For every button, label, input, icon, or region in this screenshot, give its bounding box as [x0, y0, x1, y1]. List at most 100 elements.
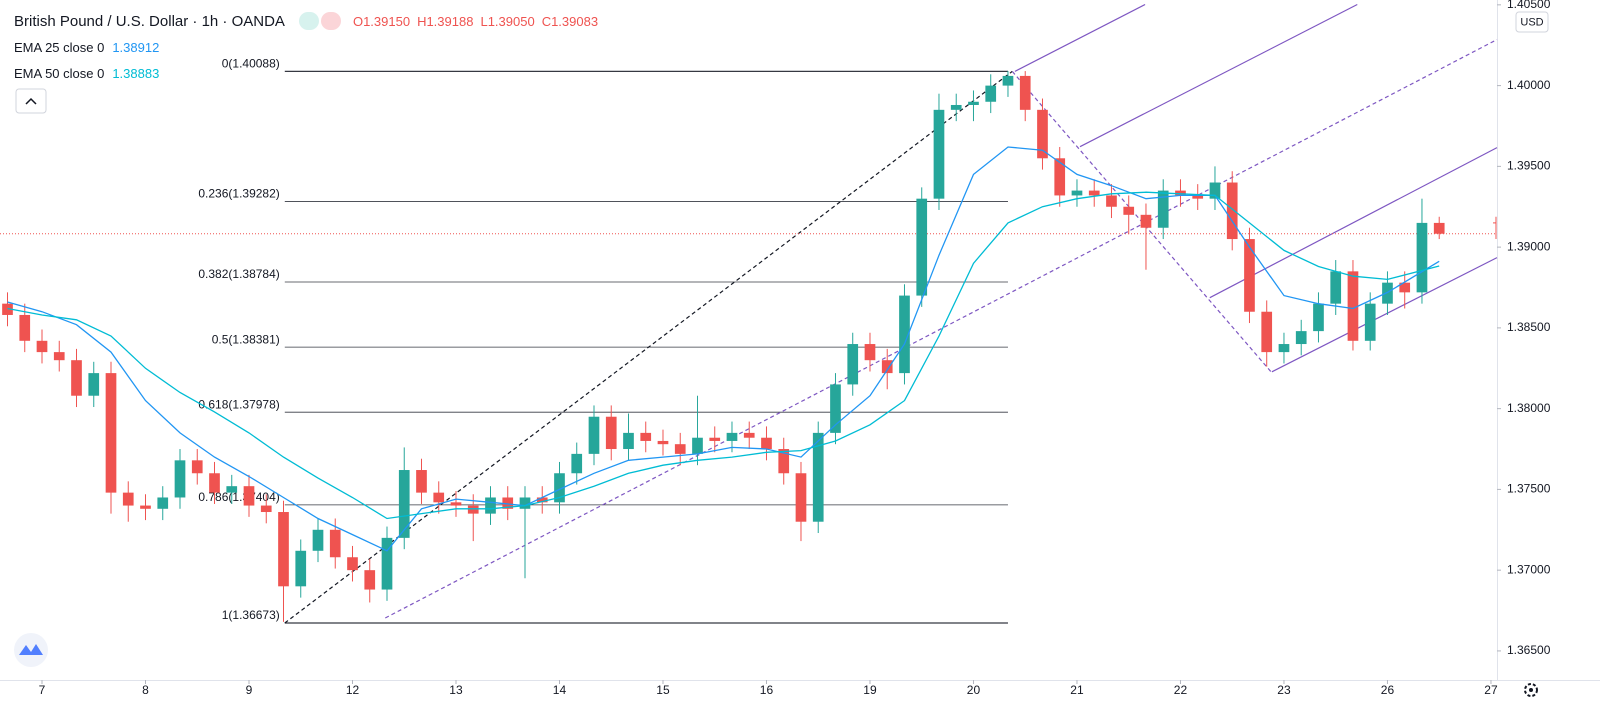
ema-value: 1.38912 — [112, 40, 160, 55]
logo-icon — [19, 644, 43, 655]
candle-body — [1140, 214, 1152, 228]
collapse-button[interactable] — [15, 88, 47, 114]
ohlc-quote: O1.39150 H1.39188 L1.39050 C1.39083 — [353, 14, 605, 29]
candle-body — [657, 440, 669, 445]
ema-legend: EMA 50 close 0 1.38883 — [14, 66, 159, 81]
candle-body — [88, 373, 100, 396]
quote-value: 1.39083 — [551, 13, 599, 29]
candle-body — [260, 505, 272, 513]
candle-body — [519, 497, 531, 509]
x-tick-label: 23 — [1277, 683, 1291, 697]
candle-body — [122, 492, 134, 506]
x-tick-label: 12 — [346, 683, 360, 697]
ema-line — [7, 146, 1440, 552]
candle-body — [71, 360, 82, 396]
status-pill[interactable] — [320, 12, 341, 30]
candle-body — [433, 492, 445, 503]
candle-body — [1330, 271, 1342, 304]
candle-body — [536, 497, 548, 503]
candle-body — [1002, 75, 1014, 86]
candle-body — [1226, 182, 1238, 240]
candle-body — [761, 437, 772, 450]
candle-body — [588, 416, 600, 454]
candle-body — [226, 486, 238, 493]
candle-body — [1175, 190, 1186, 196]
candle-body — [640, 432, 652, 441]
candle-body — [416, 470, 427, 493]
candle-body — [1054, 158, 1066, 196]
candle-body — [485, 497, 496, 514]
quote-value: 1.39050 — [487, 13, 535, 29]
quote-item: C1.39083 — [542, 14, 598, 29]
x-tick-label: 19 — [863, 683, 877, 697]
settings-icon-center — [1529, 688, 1533, 692]
candle-body — [795, 473, 807, 522]
candle-body — [19, 314, 31, 341]
candle-body — [1106, 195, 1117, 207]
x-tick-label: 27 — [1484, 683, 1498, 697]
candle-body — [1416, 222, 1428, 293]
candle-body — [364, 570, 376, 590]
trend-line — [1209, 147, 1498, 299]
currency-label: USD — [1520, 16, 1543, 28]
fib-label: 0.382(1.38784) — [198, 267, 279, 281]
candle-body — [174, 460, 186, 498]
y-tick-label: 1.40000 — [1507, 78, 1551, 92]
candle-body — [1382, 282, 1393, 304]
collapse-icon — [25, 97, 37, 105]
status-pill[interactable] — [298, 12, 319, 30]
candle-body — [1261, 311, 1273, 353]
y-tick-label: 1.36500 — [1507, 643, 1551, 657]
ema-name: EMA 25 close 0 — [14, 40, 105, 55]
candle-body — [605, 416, 617, 450]
fib-label: 0(1.40088) — [222, 57, 280, 71]
candle-body — [1192, 195, 1204, 199]
candle-body — [985, 85, 997, 102]
ema-line — [7, 191, 1440, 520]
y-tick-label: 1.37000 — [1507, 562, 1551, 576]
settings-icon[interactable] — [1524, 683, 1538, 697]
candle-body — [1037, 109, 1048, 159]
x-tick-label: 7 — [39, 683, 46, 697]
candle-body — [36, 340, 48, 353]
candle-body — [726, 432, 738, 441]
candle-body — [2, 303, 13, 315]
quote-value: 1.39150 — [363, 13, 411, 29]
header: British Pound / U.S. Dollar · 1h · OANDA… — [14, 12, 605, 30]
candle-body — [381, 537, 393, 590]
candle-body — [398, 470, 410, 538]
candle-body — [278, 512, 289, 587]
y-tick-label: 1.39500 — [1507, 159, 1551, 173]
candle-body — [674, 444, 686, 454]
candle-body — [864, 344, 876, 361]
currency-box[interactable] — [1515, 11, 1549, 33]
trend-line — [384, 39, 1498, 619]
candle-body — [1088, 190, 1100, 196]
logo-badge[interactable] — [14, 633, 48, 667]
fib-label: 0.236(1.39282) — [198, 187, 279, 201]
candle-body — [1347, 271, 1359, 341]
x-tick-label: 16 — [760, 683, 774, 697]
fib-label: 0.5(1.38381) — [212, 332, 280, 346]
candle-body — [554, 473, 565, 503]
candle-body — [1123, 206, 1135, 215]
fib-label: 1(1.36673) — [222, 608, 280, 622]
candle-body — [1278, 344, 1290, 353]
symbol-title: British Pound / U.S. Dollar · 1h · OANDA — [14, 12, 285, 30]
candle-body — [1295, 331, 1307, 345]
candle-body — [157, 497, 169, 509]
quote-name: L — [480, 13, 488, 29]
quote-name: H — [417, 13, 427, 29]
candle-body — [1071, 190, 1083, 196]
ema-value: 1.38883 — [112, 66, 160, 81]
candle-body — [899, 295, 910, 374]
candle-body — [571, 453, 583, 474]
candle-body — [191, 460, 203, 474]
quote-item: L1.39050 — [480, 14, 534, 29]
candle-body — [1433, 222, 1445, 234]
candle-body — [243, 486, 255, 506]
trend-line — [1079, 3, 1358, 148]
candle-body — [140, 505, 151, 509]
